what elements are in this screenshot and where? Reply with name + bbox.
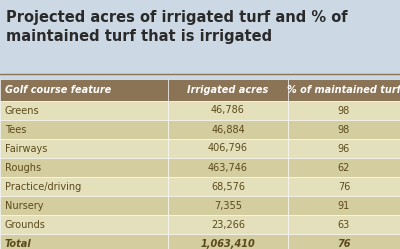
Text: 62: 62 xyxy=(338,163,350,173)
Text: Projected acres of irrigated turf and % of
maintained turf that is irrigated: Projected acres of irrigated turf and % … xyxy=(6,10,348,44)
Text: 46,884: 46,884 xyxy=(211,124,245,134)
Text: 96: 96 xyxy=(338,143,350,153)
Text: 63: 63 xyxy=(338,220,350,230)
Text: Nursery: Nursery xyxy=(5,200,43,210)
Text: 98: 98 xyxy=(338,124,350,134)
Text: 23,266: 23,266 xyxy=(211,220,245,230)
Text: Roughs: Roughs xyxy=(5,163,41,173)
Text: 68,576: 68,576 xyxy=(211,182,245,191)
Text: % of maintained turf: % of maintained turf xyxy=(287,85,400,95)
Text: 98: 98 xyxy=(338,106,350,116)
Text: Greens: Greens xyxy=(5,106,40,116)
Text: Golf course feature: Golf course feature xyxy=(5,85,111,95)
Text: 76: 76 xyxy=(338,182,350,191)
Text: 7,355: 7,355 xyxy=(214,200,242,210)
Text: 1,063,410: 1,063,410 xyxy=(201,239,255,249)
Text: Irrigated acres: Irrigated acres xyxy=(187,85,269,95)
Text: 463,746: 463,746 xyxy=(208,163,248,173)
Text: 406,796: 406,796 xyxy=(208,143,248,153)
Text: Grounds: Grounds xyxy=(5,220,46,230)
Text: 91: 91 xyxy=(338,200,350,210)
Text: Practice/driving: Practice/driving xyxy=(5,182,81,191)
Text: Total: Total xyxy=(5,239,32,249)
Text: Fairways: Fairways xyxy=(5,143,47,153)
Text: 76: 76 xyxy=(337,239,351,249)
Text: Tees: Tees xyxy=(5,124,26,134)
Text: 46,786: 46,786 xyxy=(211,106,245,116)
